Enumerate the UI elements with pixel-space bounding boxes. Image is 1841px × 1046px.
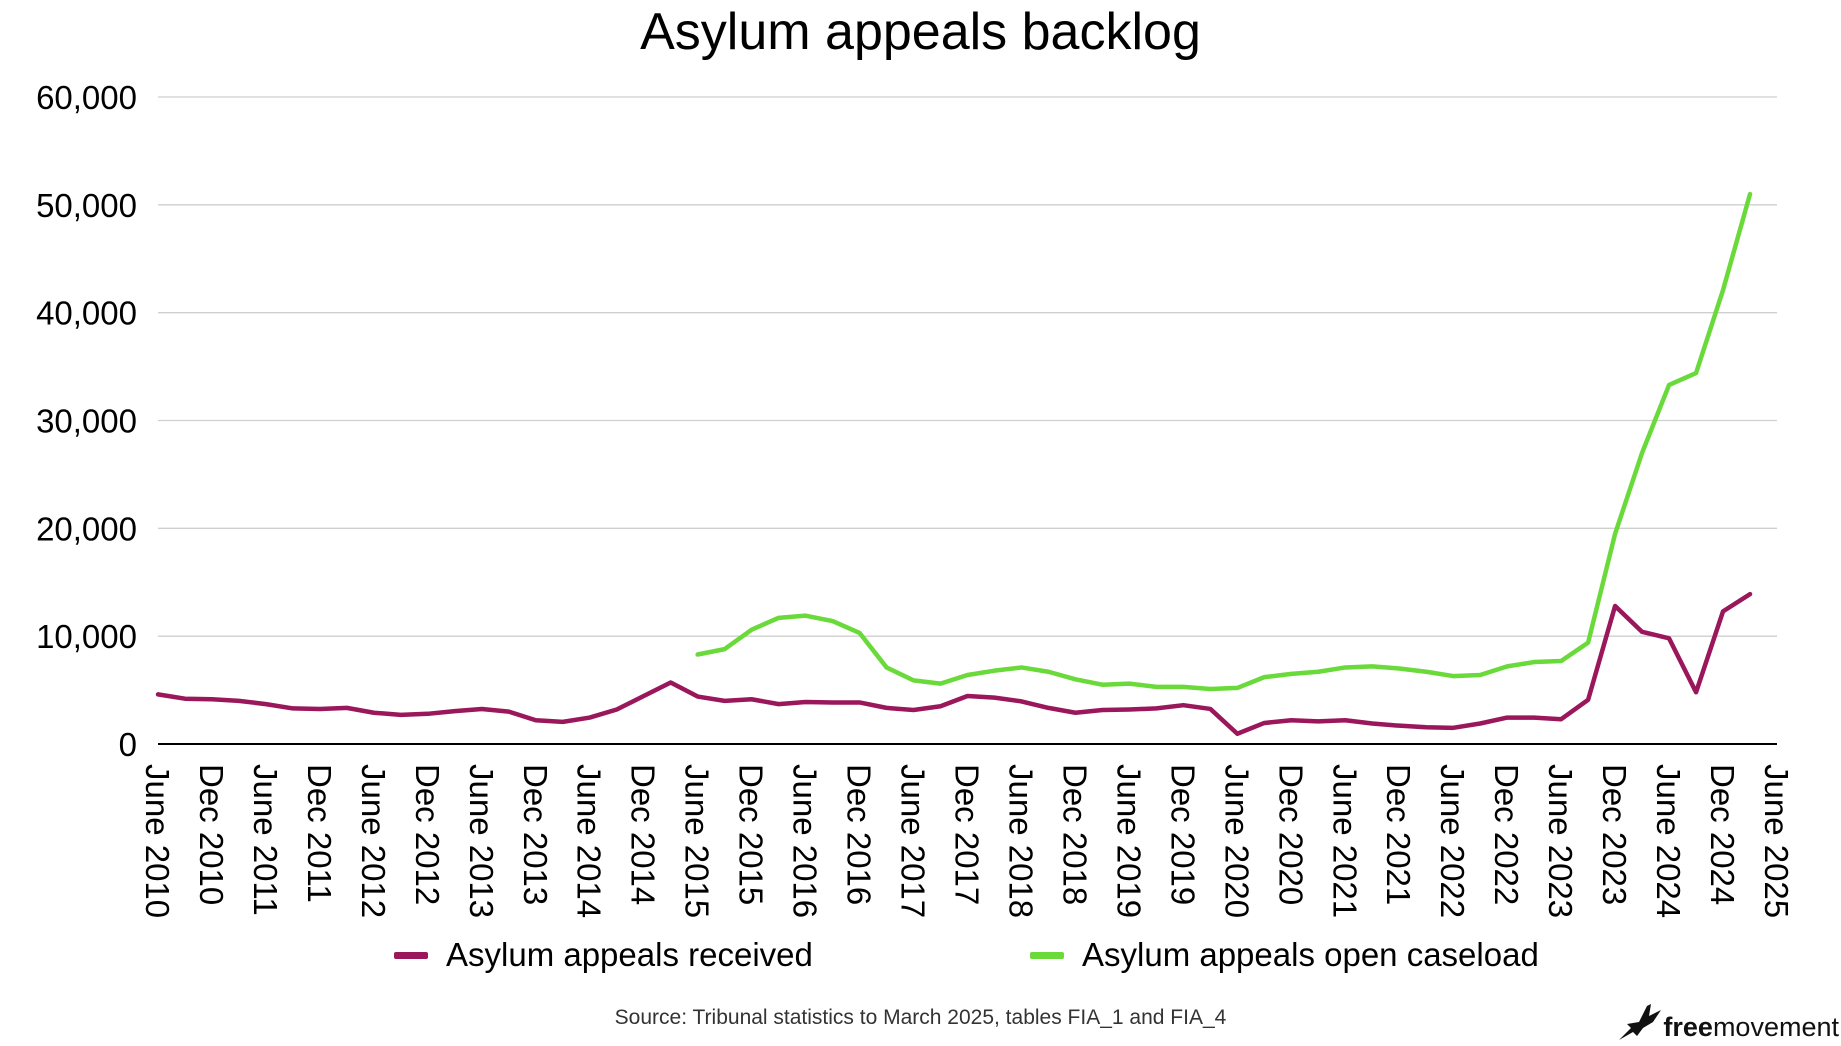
legend-swatch-open-caseload — [1030, 951, 1064, 959]
x-tick-label: June 2023 — [1542, 764, 1579, 918]
y-tick-label: 10,000 — [36, 618, 137, 655]
x-tick-label: Dec 2022 — [1488, 764, 1525, 905]
legend-swatch-received — [394, 951, 428, 959]
y-tick-label: 0 — [119, 726, 137, 763]
x-tick-label: Dec 2017 — [949, 764, 986, 905]
x-tick-label: Dec 2011 — [301, 764, 338, 903]
legend-label-open-caseload: Asylum appeals open caseload — [1082, 936, 1539, 973]
legend-label-received: Asylum appeals received — [446, 936, 813, 973]
x-tick-label: Dec 2019 — [1164, 764, 1201, 905]
x-tick-label: June 2012 — [355, 764, 392, 918]
x-tick-label: June 2011 — [247, 764, 284, 916]
x-tick-label: Dec 2015 — [733, 764, 770, 905]
y-axis-ticks: 0 10,000 20,000 30,000 40,000 50,000 60,000 — [36, 79, 137, 763]
logo-bold: free — [1663, 1012, 1713, 1042]
legend-item-open-caseload: Asylum appeals open caseload — [1030, 930, 1539, 980]
freemovement-logo: freemovement — [1617, 1002, 1839, 1042]
x-tick-label: June 2025 — [1758, 764, 1795, 918]
y-tick-label: 30,000 — [36, 403, 137, 440]
x-tick-label: June 2018 — [1002, 764, 1039, 918]
x-tick-label: Dec 2016 — [841, 764, 878, 905]
y-tick-label: 40,000 — [36, 295, 137, 332]
legend-item-received: Asylum appeals received — [394, 930, 813, 980]
x-tick-label: June 2010 — [139, 764, 176, 918]
x-tick-label: Dec 2014 — [625, 764, 662, 905]
x-tick-label: Dec 2020 — [1272, 764, 1309, 905]
series-line-received — [155, 591, 1753, 737]
x-tick-label: June 2020 — [1218, 764, 1255, 918]
series-line-open-caseload — [695, 191, 1753, 692]
x-tick-label: June 2013 — [463, 764, 500, 918]
x-tick-label: Dec 2010 — [193, 764, 230, 905]
x-tick-label: June 2015 — [679, 764, 716, 918]
x-tick-label: Dec 2018 — [1056, 764, 1093, 905]
series-lines — [155, 191, 1753, 737]
x-tick-label: Dec 2013 — [517, 764, 554, 905]
x-tick-label: June 2024 — [1650, 764, 1687, 918]
chart-legend: Asylum appeals received Asylum appeals o… — [0, 930, 1841, 980]
chart-title: Asylum appeals backlog — [640, 3, 1201, 61]
x-tick-label: June 2014 — [571, 764, 608, 918]
x-tick-label: June 2017 — [895, 764, 932, 918]
x-tick-label: June 2022 — [1434, 764, 1471, 918]
y-tick-label: 50,000 — [36, 187, 137, 224]
y-tick-label: 60,000 — [36, 79, 137, 116]
x-tick-label: Dec 2012 — [409, 764, 446, 905]
gridlines — [158, 96, 1777, 637]
logo-rest: movement — [1712, 1012, 1839, 1042]
x-tick-label: Dec 2024 — [1704, 764, 1741, 905]
source-note: Source: Tribunal statistics to March 202… — [614, 1006, 1227, 1029]
x-tick-label: Dec 2023 — [1596, 764, 1633, 905]
x-tick-label: June 2019 — [1110, 764, 1147, 918]
y-tick-label: 20,000 — [36, 510, 137, 547]
x-tick-label: June 2016 — [787, 764, 824, 918]
x-axis-ticks: June 2010 Dec 2010 June 2011 Dec 2011 June 2… — [139, 764, 1795, 918]
bird-icon — [1619, 1004, 1662, 1040]
x-tick-label: Dec 2021 — [1380, 764, 1417, 905]
logo-wordmark: freemovement — [1663, 1012, 1839, 1042]
x-tick-label: June 2021 — [1326, 764, 1363, 918]
